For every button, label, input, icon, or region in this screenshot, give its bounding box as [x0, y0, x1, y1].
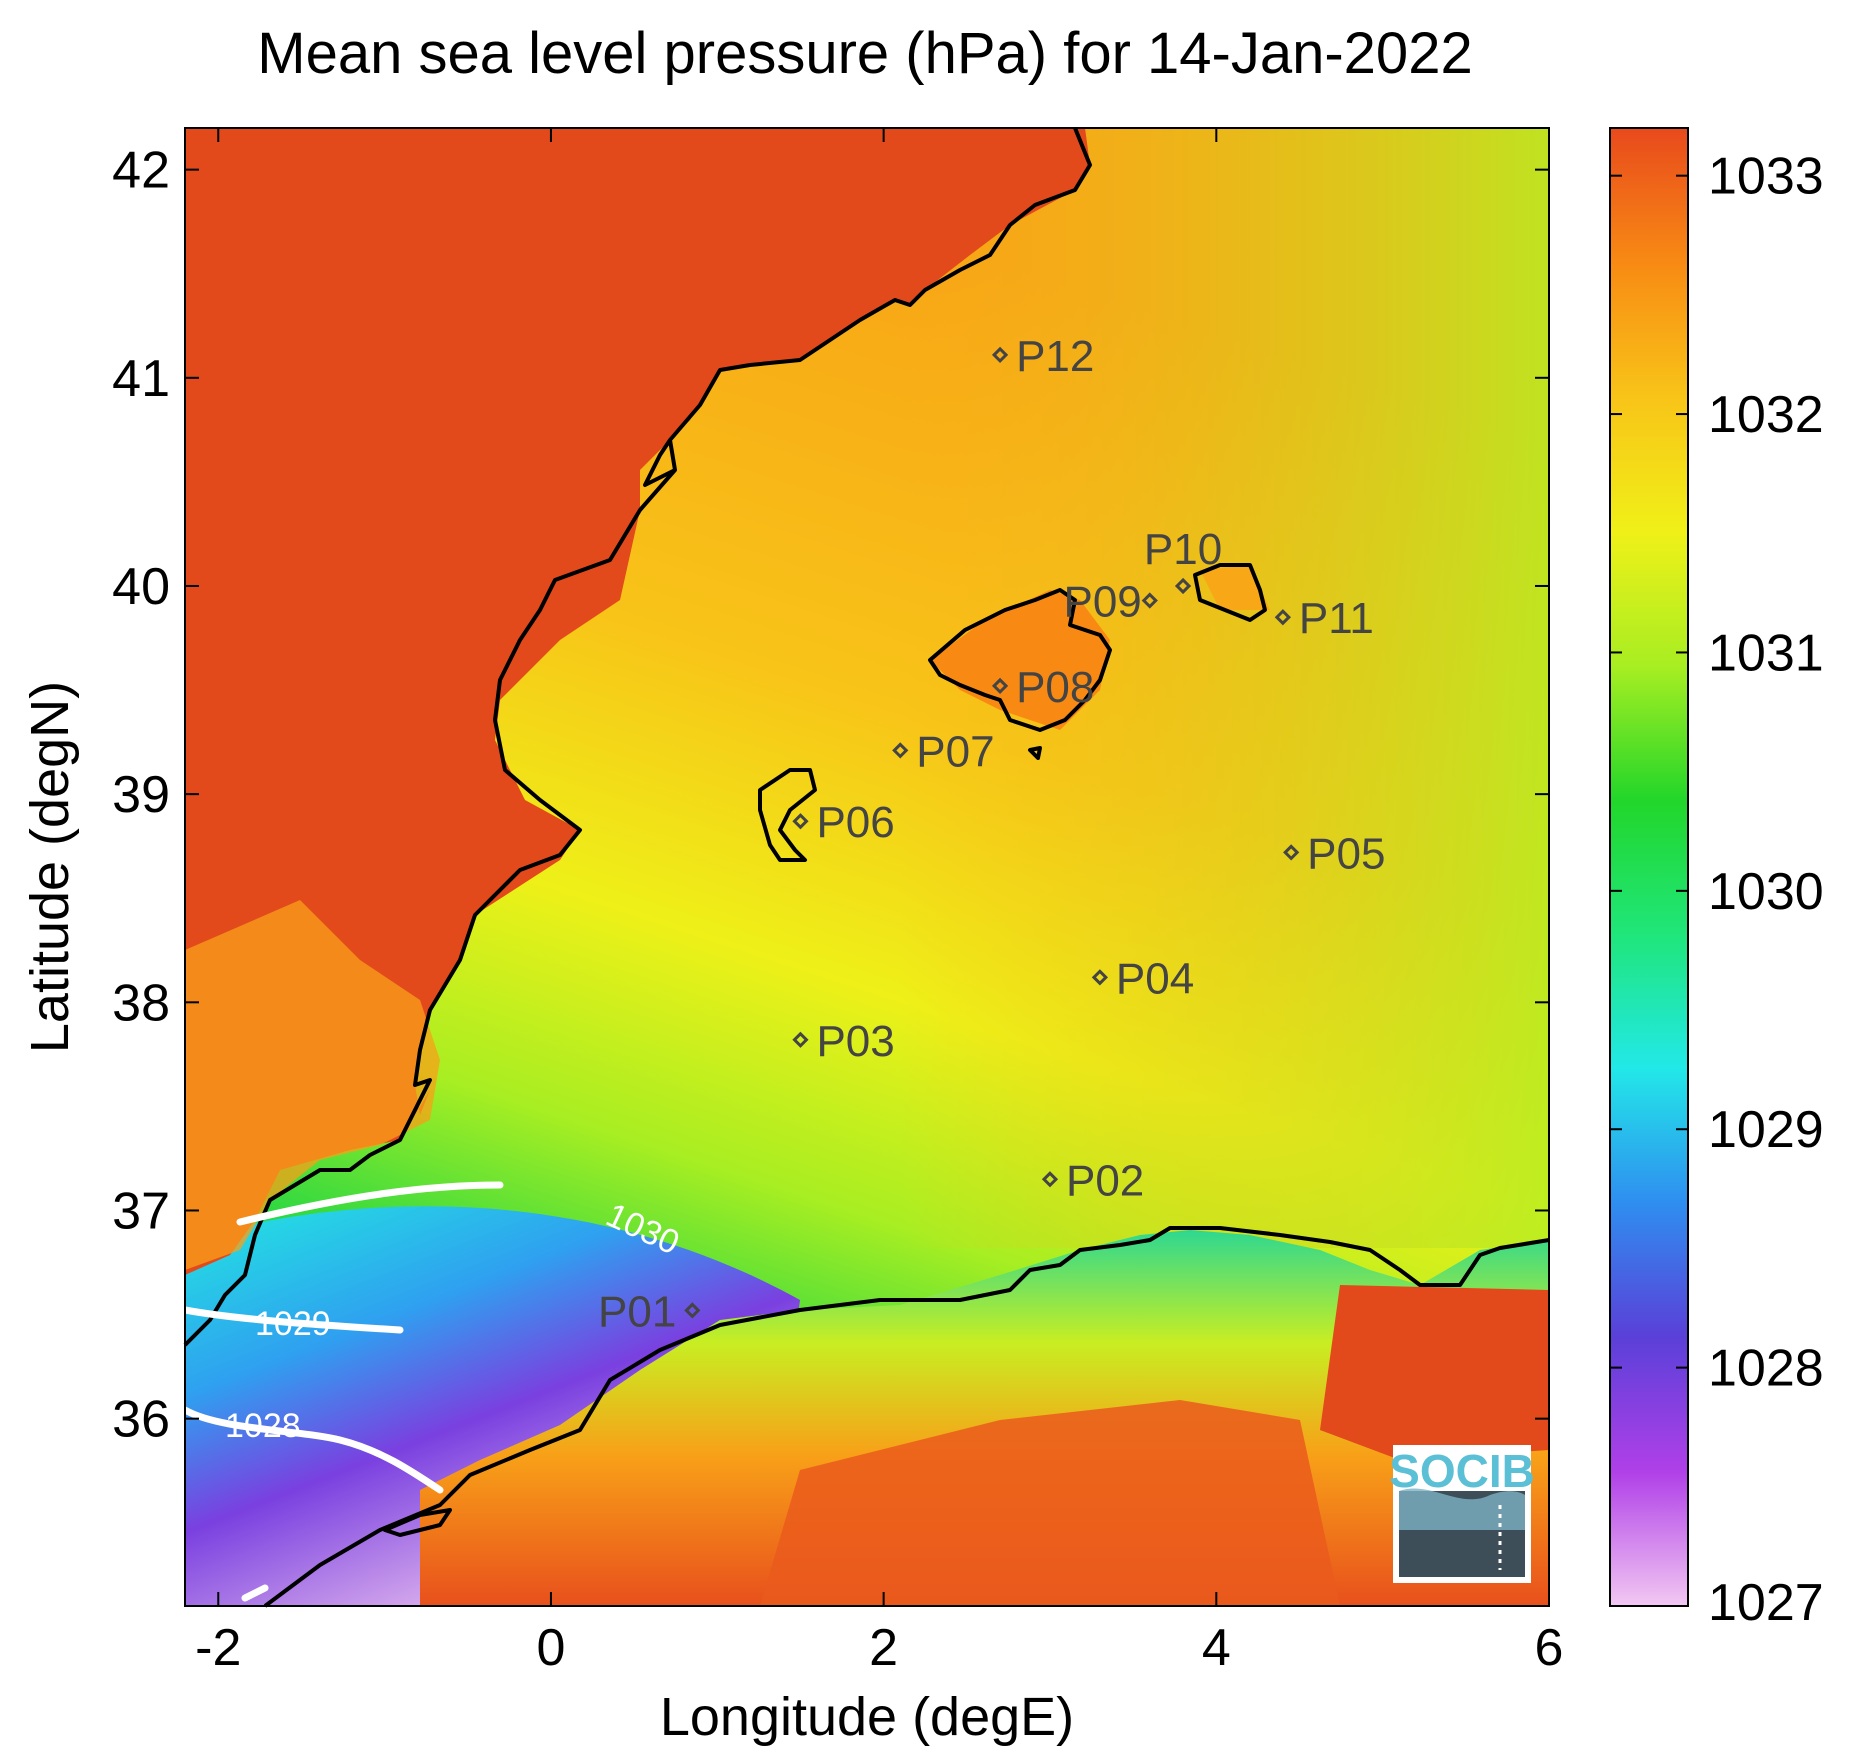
station-label-p01: P01 — [598, 1287, 676, 1336]
colorbar-tick-label: 1027 — [1708, 1574, 1824, 1632]
station-label-p06: P06 — [816, 798, 894, 847]
colorbar-tick-label: 1028 — [1708, 1340, 1824, 1398]
station-marker-p05 — [1283, 844, 1300, 861]
x-axis-title: Longitude (degE) — [660, 1687, 1074, 1747]
pressure-field — [185, 128, 1549, 1606]
x-tick-label: -2 — [195, 1619, 241, 1677]
y-tick-label: 41 — [112, 350, 170, 408]
x-tick-label: 6 — [1535, 1619, 1564, 1677]
coastlines — [183, 127, 1550, 1608]
contour-lines — [181, 1181, 504, 1602]
contour-label-1029: 1029 — [255, 1305, 331, 1343]
y-tick-label: 37 — [112, 1182, 170, 1240]
contour-1030-line — [236, 1181, 504, 1226]
contour-label-1028: 1028 — [225, 1407, 301, 1445]
station-marker-p04 — [1091, 969, 1109, 986]
mallorca-land — [930, 590, 1110, 730]
station-marker-p07 — [892, 742, 909, 759]
station-marker-p02 — [1041, 1171, 1059, 1188]
plot-frame — [184, 127, 1550, 1607]
iberia-land — [185, 128, 1090, 1275]
y-tick-label: 36 — [112, 1391, 170, 1449]
colorbar — [1609, 127, 1689, 1607]
station-label-p03: P03 — [816, 1017, 894, 1066]
y-tick-label: 42 — [112, 142, 170, 200]
ibiza-coastline — [758, 768, 817, 862]
africa-coastline — [263, 1226, 1550, 1608]
mallorca-coastline — [928, 588, 1112, 732]
station-marker-p10 — [1174, 577, 1192, 595]
station-label-p05: P05 — [1307, 829, 1385, 878]
x-tick-label: 0 — [536, 1619, 565, 1677]
x-tick-label: 4 — [1202, 1619, 1231, 1677]
iberia-south-gradient — [185, 900, 440, 1270]
y-tick-label: 39 — [112, 766, 170, 824]
cabrera-coastline — [1028, 746, 1042, 760]
station-marker-p06 — [792, 813, 809, 830]
x-axis: -2 0 2 4 6 — [195, 128, 1563, 1677]
station-marker-p09 — [1141, 592, 1158, 609]
station-label-p09: P09 — [1063, 578, 1141, 627]
station-marker-p03 — [792, 1031, 809, 1048]
station-label-p08: P08 — [1016, 663, 1094, 712]
contour-1029-line — [181, 1306, 404, 1334]
y-axis: 36 37 38 39 40 41 42 — [112, 142, 1549, 1449]
station-marker-p08 — [991, 677, 1009, 695]
y-tick-label: 38 — [112, 974, 170, 1032]
alboran-island-coastline — [383, 1508, 452, 1537]
station-marker-p01 — [684, 1302, 701, 1319]
logo-text: SOCIB — [1389, 1445, 1535, 1497]
africa-high-pressure — [1320, 1285, 1549, 1460]
station-label-p02: P02 — [1066, 1156, 1144, 1205]
colorbar-tick-label: 1032 — [1708, 386, 1824, 444]
y-tick-label: 40 — [112, 558, 170, 616]
colorbar-tick-label: 1029 — [1708, 1101, 1824, 1159]
station-marker-p11 — [1274, 609, 1291, 626]
station-marker-p12 — [991, 346, 1009, 364]
colorbar-tick-label: 1033 — [1708, 148, 1824, 206]
menorca-coastline — [1193, 563, 1267, 622]
colorbar-ticks: 1027 1028 1029 1030 1031 1032 1033 — [1610, 148, 1824, 1632]
station-label-p04: P04 — [1116, 954, 1194, 1003]
colorbar-tick-label: 1030 — [1708, 863, 1824, 921]
iberia-coastline — [183, 127, 1092, 1347]
station-label-p07: P07 — [916, 727, 994, 776]
contour-1028-line — [181, 1406, 444, 1494]
map-title: Mean sea level pressure (hPa) for 14-Jan… — [257, 21, 1473, 86]
x-tick-label: 2 — [869, 1619, 898, 1677]
station-label-p12: P12 — [1016, 332, 1094, 381]
y-axis-title: Latitude (degN) — [20, 681, 80, 1053]
colorbar-tick-label: 1031 — [1708, 624, 1824, 682]
station-label-p10: P10 — [1144, 525, 1222, 574]
station-label-p11: P11 — [1299, 594, 1374, 643]
contour-1027-line — [241, 1584, 269, 1602]
socib-logo: SOCIB — [1389, 1445, 1535, 1583]
